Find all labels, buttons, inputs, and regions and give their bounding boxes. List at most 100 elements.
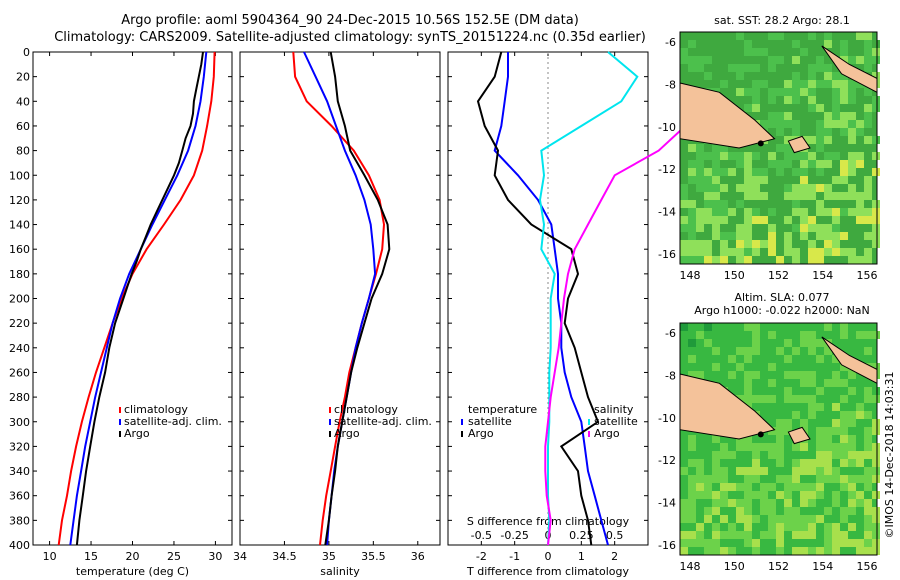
map-cell xyxy=(808,224,816,232)
map-cell xyxy=(816,104,824,112)
map-cell xyxy=(696,176,704,184)
map-cell xyxy=(688,200,696,208)
map-cell xyxy=(768,40,776,48)
map-cell xyxy=(752,152,760,160)
map-cell xyxy=(744,515,752,523)
map-cell xyxy=(768,208,776,216)
map-cell xyxy=(864,547,872,555)
map-cell xyxy=(760,240,768,248)
map-cell xyxy=(744,499,752,507)
map-cell xyxy=(800,403,808,411)
map-cell xyxy=(832,403,840,411)
map-cell xyxy=(720,475,728,483)
map-cell xyxy=(872,40,880,48)
map-cell xyxy=(776,160,784,168)
map-cell xyxy=(816,387,824,395)
map-cell xyxy=(776,256,784,264)
x-tick-label: 35 xyxy=(322,550,336,563)
map-cell xyxy=(816,136,824,144)
map-cell xyxy=(848,459,856,467)
map-cell xyxy=(760,80,768,88)
map-cell xyxy=(712,347,720,355)
map-cell xyxy=(760,411,768,419)
map-cell xyxy=(864,184,872,192)
map-cell xyxy=(848,539,856,547)
map-cell xyxy=(768,88,776,96)
map-cell xyxy=(816,56,824,64)
map-cell xyxy=(704,539,712,547)
map-cell xyxy=(824,232,832,240)
map-cell xyxy=(752,339,760,347)
map-cell xyxy=(832,363,840,371)
map-cell xyxy=(776,323,784,331)
map-cell xyxy=(808,104,816,112)
map-cell xyxy=(736,347,744,355)
map-cell xyxy=(776,56,784,64)
map-cell xyxy=(800,483,808,491)
salinity-panel: 34 34.5 35 35.5 36 salinity xyxy=(233,51,441,578)
map-cell xyxy=(680,459,688,467)
map-cell xyxy=(848,160,856,168)
y-tick-label: 20 xyxy=(16,71,30,84)
map-cell xyxy=(752,248,760,256)
map-cell xyxy=(824,192,832,200)
map-cell xyxy=(848,387,856,395)
map-cell xyxy=(784,483,792,491)
map-cell xyxy=(776,523,784,531)
map-cell xyxy=(824,379,832,387)
map-cell xyxy=(792,256,800,264)
map-cell xyxy=(768,331,776,339)
map-cell xyxy=(768,459,776,467)
map-cell xyxy=(696,355,704,363)
map-cell xyxy=(696,523,704,531)
map-cell xyxy=(792,128,800,136)
map-cell xyxy=(752,48,760,56)
map-cell xyxy=(696,56,704,64)
map-cell xyxy=(784,347,792,355)
map-cell xyxy=(736,160,744,168)
map-cell xyxy=(768,443,776,451)
map-cell xyxy=(728,371,736,379)
map-cell xyxy=(816,248,824,256)
map-cell xyxy=(832,371,840,379)
map-cell xyxy=(840,411,848,419)
map-cell xyxy=(864,499,872,507)
map-cell xyxy=(808,547,816,555)
map-cell xyxy=(872,72,880,80)
map-cell xyxy=(856,323,864,331)
map-cell xyxy=(824,347,832,355)
map-cell xyxy=(776,451,784,459)
map-cell xyxy=(776,88,784,96)
map-cell xyxy=(824,451,832,459)
map-cell xyxy=(824,248,832,256)
map-cell xyxy=(752,435,760,443)
map-cell xyxy=(720,200,728,208)
map-cell xyxy=(736,507,744,515)
map-x-tick-label: 156 xyxy=(857,560,878,573)
map-cell xyxy=(824,160,832,168)
map-cell xyxy=(832,96,840,104)
map-cell xyxy=(824,40,832,48)
map-cell xyxy=(696,467,704,475)
map-cell xyxy=(760,176,768,184)
map-cell xyxy=(744,539,752,547)
map-cell xyxy=(736,232,744,240)
map-cell xyxy=(760,379,768,387)
map-cell xyxy=(832,80,840,88)
map-cell xyxy=(864,531,872,539)
map-cell xyxy=(840,120,848,128)
map-cell xyxy=(736,331,744,339)
map-cell xyxy=(680,48,688,56)
x-axis-label: T difference from climatology xyxy=(466,565,629,578)
map-cell xyxy=(704,56,712,64)
map-cell xyxy=(816,224,824,232)
map-cell xyxy=(696,363,704,371)
map-cell xyxy=(752,491,760,499)
map-cell xyxy=(784,144,792,152)
map-cell xyxy=(824,363,832,371)
map-cell xyxy=(760,168,768,176)
map-cell xyxy=(704,184,712,192)
map-cell xyxy=(704,483,712,491)
map-cell xyxy=(776,443,784,451)
map-cell xyxy=(800,112,808,120)
